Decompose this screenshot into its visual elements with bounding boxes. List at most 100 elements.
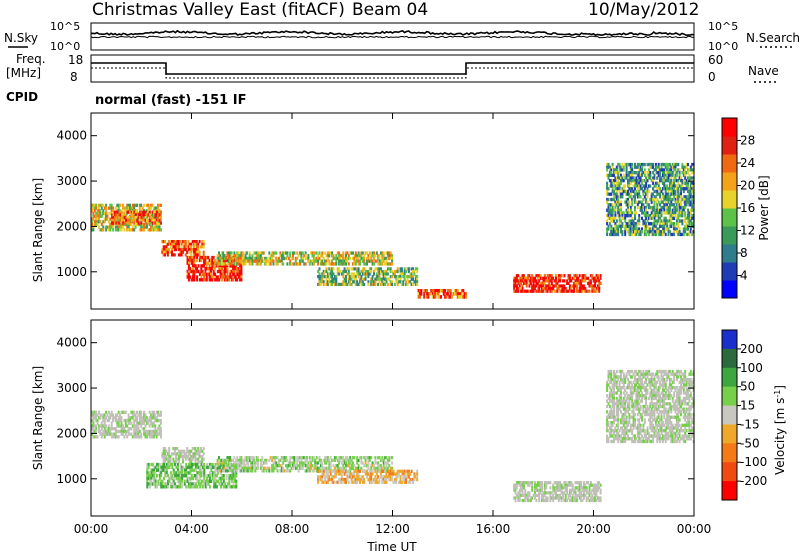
power-cell-r2 [161, 248, 164, 252]
power-cell-r8 [614, 192, 617, 196]
power-cell-r5 [359, 280, 361, 284]
power-cell-r8 [639, 208, 642, 212]
velocity-cell-r6 [607, 372, 610, 376]
power-cell-r3 [240, 264, 243, 268]
velocity-cell-r5 [543, 488, 546, 492]
power-cell-r8 [667, 176, 670, 180]
power-cell-r8 [613, 168, 615, 172]
velocity-cell-r2 [217, 479, 220, 483]
velocity-cell-r4 [374, 477, 377, 482]
velocity-cell-r3 [222, 458, 225, 462]
velocity-cell-r0 [159, 432, 162, 436]
velocity-cell-r3 [261, 456, 264, 460]
power-cell-r8 [667, 200, 670, 204]
power-cell-r4 [258, 262, 261, 266]
velocity-cell-r2 [233, 479, 236, 483]
power-cell-r8 [613, 232, 615, 237]
power-cell-r4 [239, 254, 241, 258]
power-cell-r8 [629, 227, 632, 231]
power-cell-r8 [620, 208, 622, 212]
power-cell-r4 [361, 256, 364, 261]
power-cell-r5 [335, 282, 338, 286]
velocity-cell-r1 [191, 455, 194, 459]
velocity-cell-r3 [319, 461, 322, 465]
power-cell-r5 [350, 275, 353, 279]
power-cell-r0 [144, 225, 147, 229]
power-cell-r7 [580, 289, 583, 293]
velocity-cell-r5 [549, 481, 552, 485]
power-cell-r4 [367, 259, 370, 263]
power-cell-r1 [118, 221, 121, 225]
power-cell-r7 [550, 287, 553, 291]
power-cell-r8 [681, 197, 684, 202]
power-colorbar-tick-label: 4 [740, 269, 748, 283]
power-cell-r8 [689, 168, 692, 172]
power-cell-r0 [134, 203, 137, 207]
velocity-cell-r3 [328, 466, 331, 470]
velocity-cell-r0 [134, 416, 137, 420]
velocity-cell-r5 [542, 491, 545, 495]
power-cell-r7 [521, 276, 524, 280]
power-cell-r8 [656, 205, 659, 210]
power-cell-r7 [567, 274, 570, 278]
power-cell-r0 [141, 222, 144, 227]
power-cell-r5 [363, 277, 366, 281]
velocity-cell-r2 [196, 479, 199, 483]
velocity-cell-r3 [265, 466, 268, 470]
power-cell-r0 [102, 209, 105, 213]
power-cell-r5 [363, 282, 366, 286]
power-cell-r4 [338, 256, 341, 261]
power-cell-r8 [643, 179, 646, 183]
power-cell-r4 [354, 251, 357, 255]
power-cell-r3 [186, 258, 189, 263]
power-cell-r4 [360, 256, 363, 261]
velocity-cell-r2 [201, 485, 204, 489]
velocity-cell-r0 [119, 416, 122, 420]
power-cell-r8 [631, 203, 634, 207]
velocity-cell-r4 [360, 477, 363, 482]
velocity-cell-r4 [403, 475, 406, 479]
velocity-cell-r2 [179, 468, 182, 472]
power-cell-r5 [385, 269, 388, 274]
velocity-cell-r3 [223, 458, 226, 462]
power-cell-r8 [688, 176, 691, 180]
power-cell-r5 [367, 275, 370, 279]
velocity-cell-r0 [98, 427, 100, 431]
velocity-cell-r6 [607, 429, 610, 433]
power-cell-r2 [197, 248, 200, 252]
power-cell-r7 [578, 289, 581, 293]
power-cell-r0 [98, 206, 100, 210]
power-cell-r8 [608, 184, 611, 188]
velocity-cell-r2 [153, 474, 156, 478]
velocity-cell-r3 [247, 466, 250, 470]
velocity-cell-r6 [607, 437, 610, 441]
power-cell-r8 [610, 211, 613, 215]
velocity-cell-r3 [257, 464, 260, 468]
velocity-cell-r3 [293, 464, 296, 468]
power-cell-r7 [555, 274, 557, 278]
velocity-cell-r3 [339, 458, 342, 462]
velocity-cell-r2 [195, 465, 197, 470]
power-cell-r8 [661, 168, 664, 172]
velocity-cell-r2 [193, 462, 196, 467]
power-cell-r2 [173, 240, 176, 244]
velocity-cell-r2 [207, 482, 210, 486]
velocity-cell-r3 [285, 464, 287, 468]
velocity-cell-r4 [377, 480, 380, 484]
power-cell-r5 [399, 280, 402, 284]
velocity-cell-r4 [385, 475, 388, 479]
velocity-cell-r3 [272, 464, 275, 468]
power-cell-r8 [650, 197, 653, 202]
velocity-cell-r0 [103, 424, 106, 428]
power-cell-r3 [210, 269, 212, 274]
velocity-cell-r5 [599, 483, 602, 487]
velocity-cell-r3 [244, 458, 247, 462]
power-cell-r0 [112, 225, 115, 229]
power-cell-r7 [514, 279, 517, 283]
power-cell-r2 [177, 242, 180, 246]
power-cell-r5 [350, 277, 353, 281]
velocity-cell-r5 [585, 498, 588, 503]
velocity-cell-r3 [375, 461, 378, 465]
power-cell-r8 [634, 162, 636, 167]
velocity-cell-r6 [607, 375, 610, 379]
